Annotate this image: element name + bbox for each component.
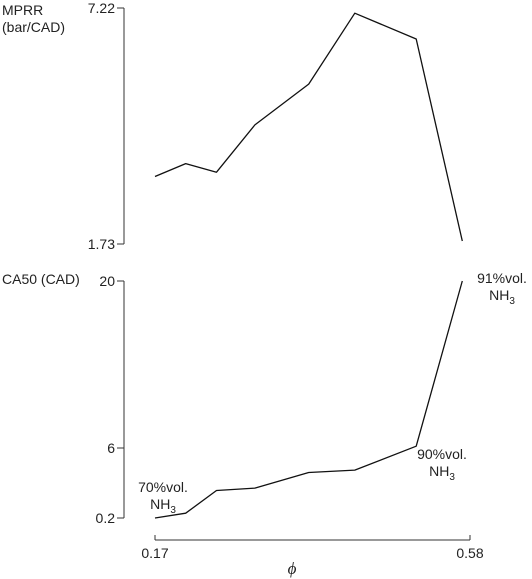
annotation-91-nh: NH bbox=[489, 287, 510, 303]
ca50-series-line bbox=[154, 280, 463, 519]
annotation-70-sub: 3 bbox=[170, 504, 176, 516]
annotation-90-sub: 3 bbox=[449, 471, 455, 483]
annotation-91-line2: NH3 bbox=[474, 287, 530, 310]
annotation-91-vol: 91%vol. NH3 bbox=[474, 270, 530, 310]
annotation-70-line1: 70%vol. bbox=[138, 479, 188, 495]
xtick-label-max: 0.58 bbox=[456, 545, 483, 561]
ca50-axis-title: CA50 (CAD) bbox=[2, 271, 80, 287]
annotation-90-line1: 90%vol. bbox=[417, 446, 467, 462]
annotation-70-line2: NH3 bbox=[133, 496, 193, 519]
annotation-90-nh: NH bbox=[429, 463, 450, 479]
mprr-series-line bbox=[154, 12, 463, 242]
xtick-label-min: 0.17 bbox=[141, 545, 168, 561]
annotation-90-vol: 90%vol. NH3 bbox=[412, 446, 472, 486]
ca50-ytick-label-min: 0.2 bbox=[96, 510, 116, 526]
annotation-91-line1: 91%vol. bbox=[477, 270, 527, 286]
annotation-90-line2: NH3 bbox=[412, 463, 472, 486]
annotation-70-vol: 70%vol. NH3 bbox=[133, 479, 193, 519]
ca50-ytick-label-max: 20 bbox=[99, 273, 115, 289]
mprr-ytick-label-max: 7.22 bbox=[88, 0, 115, 16]
x-axis-label: ϕ bbox=[288, 559, 297, 578]
annotation-91-sub: 3 bbox=[509, 295, 515, 307]
annotation-70-nh: NH bbox=[150, 496, 171, 512]
mprr-axis-title: MPRR (bar/CAD) bbox=[2, 2, 66, 35]
mprr-ytick-label-min: 1.73 bbox=[88, 236, 115, 252]
ca50-ytick-label-mid: 6 bbox=[107, 440, 115, 456]
